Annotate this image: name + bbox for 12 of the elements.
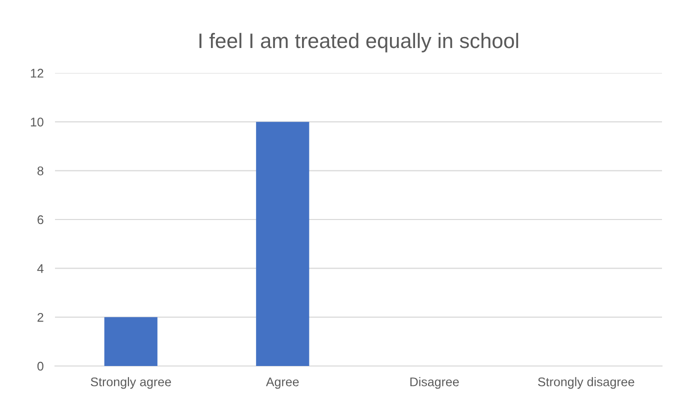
y-tick-label: 10 — [30, 118, 44, 126]
x-tick-label: Disagree — [410, 377, 459, 389]
x-tick-label: Strongly disagree — [538, 377, 634, 389]
y-tick-label: 2 — [38, 312, 44, 322]
y-tick-label: 0 — [37, 362, 44, 371]
y-tick-label: 12 — [30, 68, 44, 78]
y-tick-label: 4 — [37, 264, 44, 273]
chart-title: I feel I am treated equally in school — [199, 32, 518, 52]
y-tick-label: 6 — [38, 215, 44, 224]
x-tick-label: Agree — [266, 378, 299, 389]
x-tick-label: Strongly agree — [90, 377, 171, 389]
y-tick-label: 8 — [37, 166, 44, 176]
